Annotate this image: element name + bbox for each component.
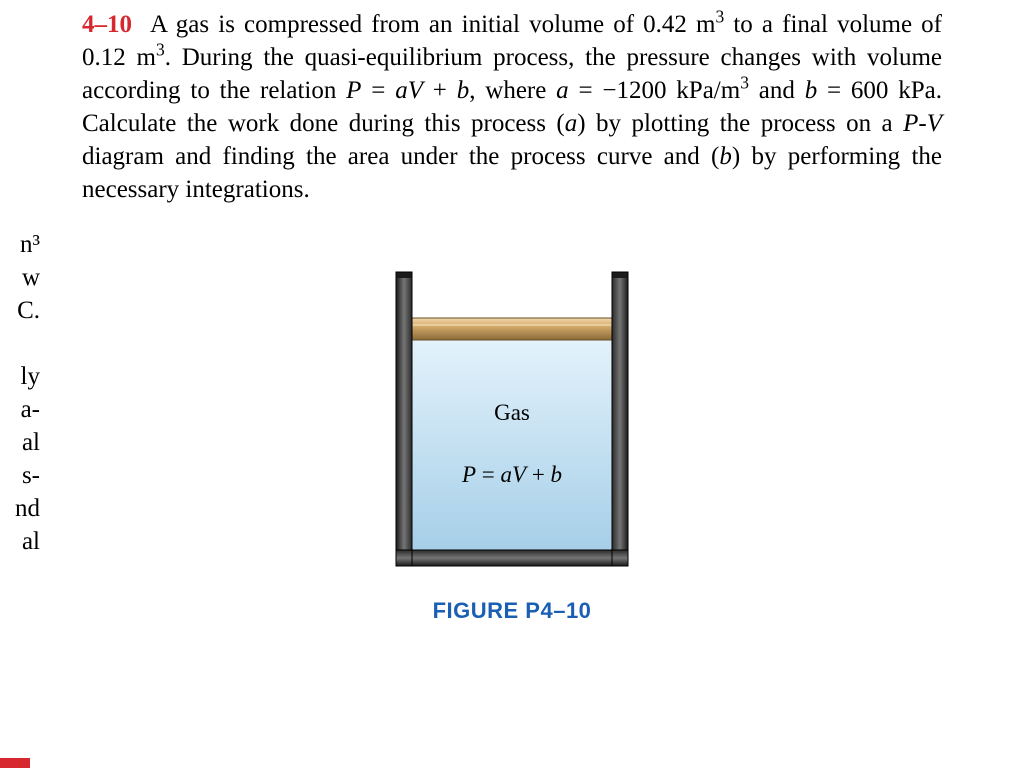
text-p6: ) by plotting the process on a (577, 110, 903, 137)
gas-region (412, 340, 612, 550)
b-lbl: b (805, 77, 818, 104)
eq-V: V (408, 77, 423, 104)
part-a: a (565, 110, 578, 137)
text-p5: and (749, 77, 805, 104)
piston (412, 318, 612, 340)
gas-label: Gas (382, 400, 642, 426)
figure-caption: FIGURE P4–10 (300, 598, 724, 624)
piston-cylinder-figure: Gas P = aV + b (382, 270, 642, 580)
a-val: = −1200 kPa/m (569, 77, 741, 104)
wall-top-left-cap (396, 272, 412, 278)
page: n³ w C. ly a- al s- nd al 4–10A gas is c… (0, 0, 1024, 768)
frag-7: s- (0, 459, 40, 492)
frag-1: w (0, 261, 40, 294)
a-lbl: a (556, 77, 569, 104)
pv-P: P (903, 110, 918, 137)
frag-4: ly (0, 360, 40, 393)
text-p1: A gas is compressed from an initial volu… (150, 11, 715, 38)
frag-8: nd (0, 492, 40, 525)
frag-9: al (0, 525, 40, 558)
pv-V: V (927, 110, 942, 137)
frag-gap (0, 327, 40, 360)
frag-0: n³ (0, 228, 40, 261)
part-b: b (719, 143, 732, 170)
eq-eq1: = (361, 77, 395, 104)
problem-text: 4–10 A gas is compressed from an initial … (82, 8, 942, 206)
sup-2: 3 (156, 40, 165, 60)
fig-eq-P: P (462, 462, 476, 487)
eq-a: a (395, 77, 408, 104)
fig-eq-a: a (501, 462, 513, 487)
figure-wrap: Gas P = aV + b FIGURE P4–10 (300, 270, 724, 624)
fig-eq-b: b (551, 462, 563, 487)
left-margin-fragments: n³ w C. ly a- al s- nd al (0, 228, 40, 558)
problem-number: 4–10 (82, 11, 132, 38)
wall-top-right-cap (612, 272, 628, 278)
frag-2: C. (0, 294, 40, 327)
wall-bottom (396, 550, 628, 566)
frag-5: a- (0, 393, 40, 426)
frag-6: al (0, 426, 40, 459)
gas-equation: P = aV + b (382, 462, 642, 488)
sup-1: 3 (715, 7, 724, 27)
corner-red-marker (0, 758, 30, 768)
fig-eq-V: V (512, 462, 526, 487)
fig-eq-eq: = (476, 462, 500, 487)
eq-P: P (346, 77, 361, 104)
sup-3: 3 (740, 73, 749, 93)
text-p7: diagram and finding the area under the p… (82, 143, 719, 170)
pv-dash: - (918, 110, 926, 137)
text-p4: , where (469, 77, 556, 104)
eq-plus: + (423, 77, 457, 104)
fig-eq-plus: + (526, 462, 550, 487)
eq-b: b (457, 77, 470, 104)
